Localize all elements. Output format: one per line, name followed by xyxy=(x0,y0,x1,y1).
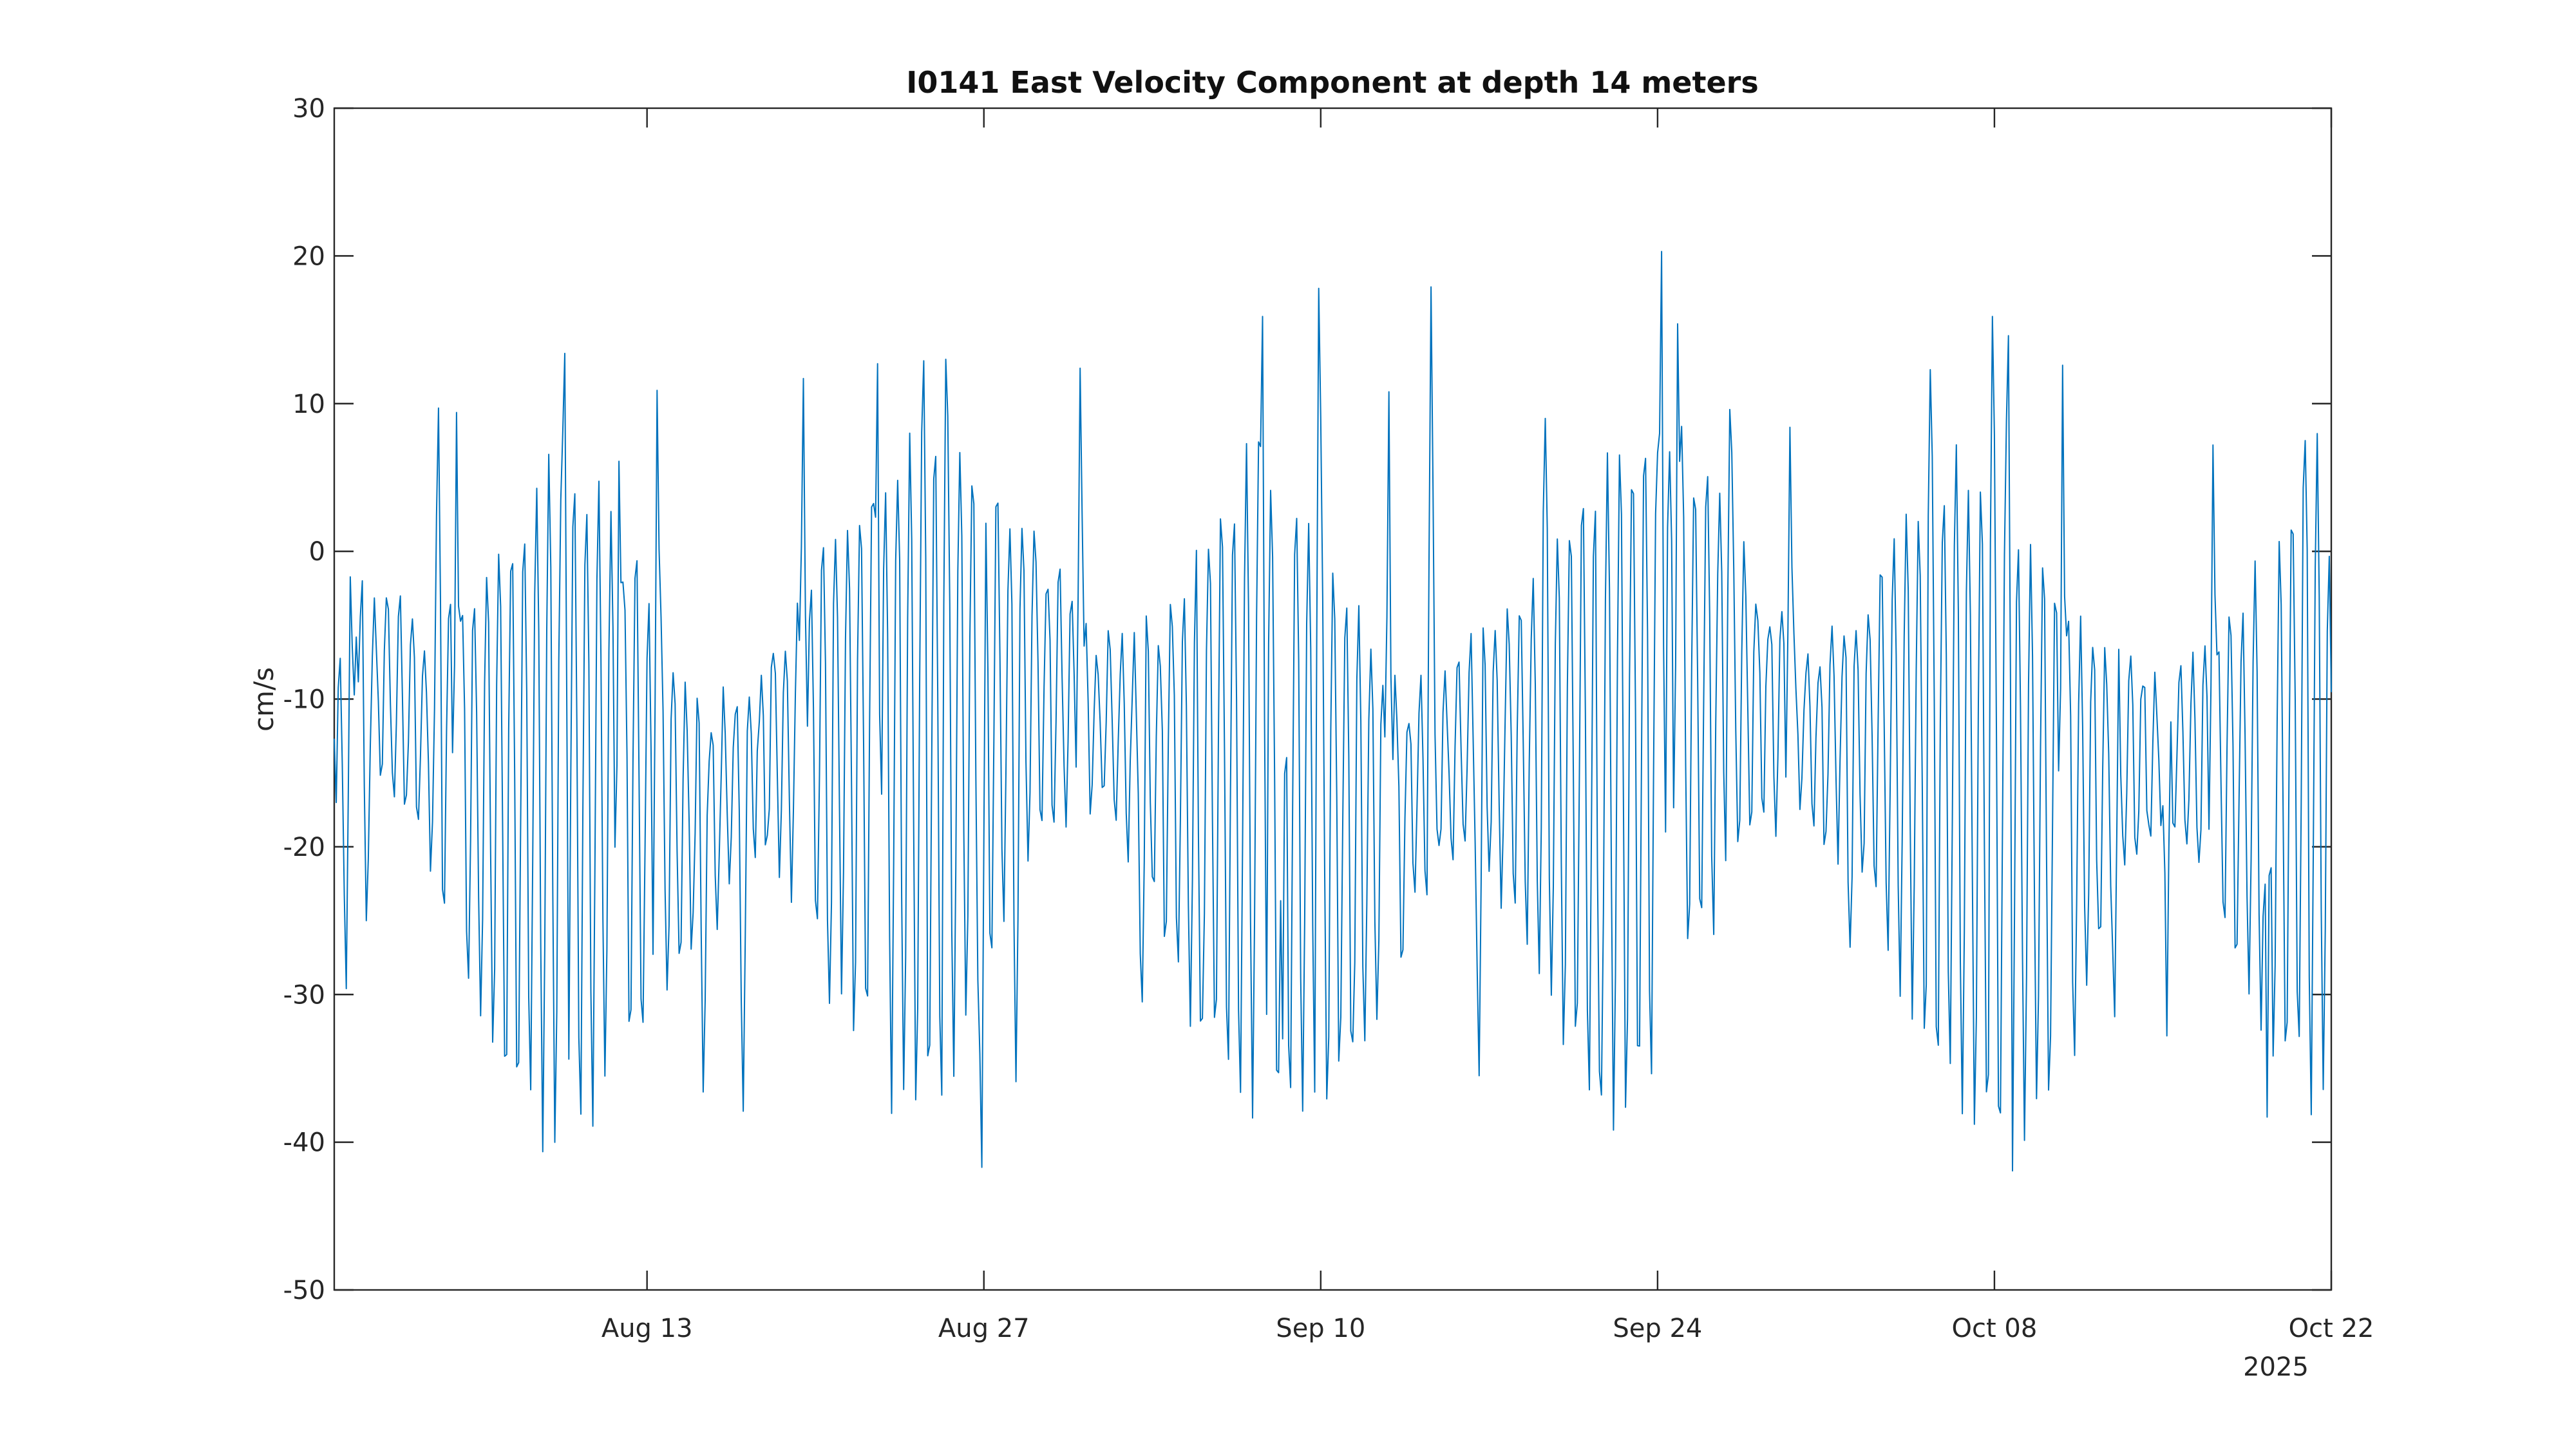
x-axis-year-label: 2025 xyxy=(2243,1352,2309,1382)
y-tick-label: 30 xyxy=(292,94,325,124)
x-tick-label: Aug 13 xyxy=(601,1314,693,1343)
y-tick-label: -40 xyxy=(283,1128,325,1158)
y-tick-label: -10 xyxy=(283,685,325,715)
y-axis-label: cm/s xyxy=(248,667,279,732)
chart-title: I0141 East Velocity Component at depth 1… xyxy=(906,65,1758,100)
x-tick-label: Sep 10 xyxy=(1276,1314,1365,1343)
velocity-line xyxy=(334,251,2332,1172)
y-tick-label: -50 xyxy=(283,1276,325,1305)
y-tick-label: 0 xyxy=(309,537,325,567)
y-tick-label: -30 xyxy=(283,980,325,1010)
y-tick-label: 10 xyxy=(292,390,325,419)
y-tick-label: -20 xyxy=(283,833,325,862)
x-tick-label: Oct 08 xyxy=(1952,1314,2038,1343)
x-tick-label: Sep 24 xyxy=(1613,1314,1702,1343)
x-tick-label: Oct 22 xyxy=(2289,1314,2374,1343)
y-tick-label: 20 xyxy=(292,242,325,271)
x-tick-label: Aug 27 xyxy=(938,1314,1030,1343)
